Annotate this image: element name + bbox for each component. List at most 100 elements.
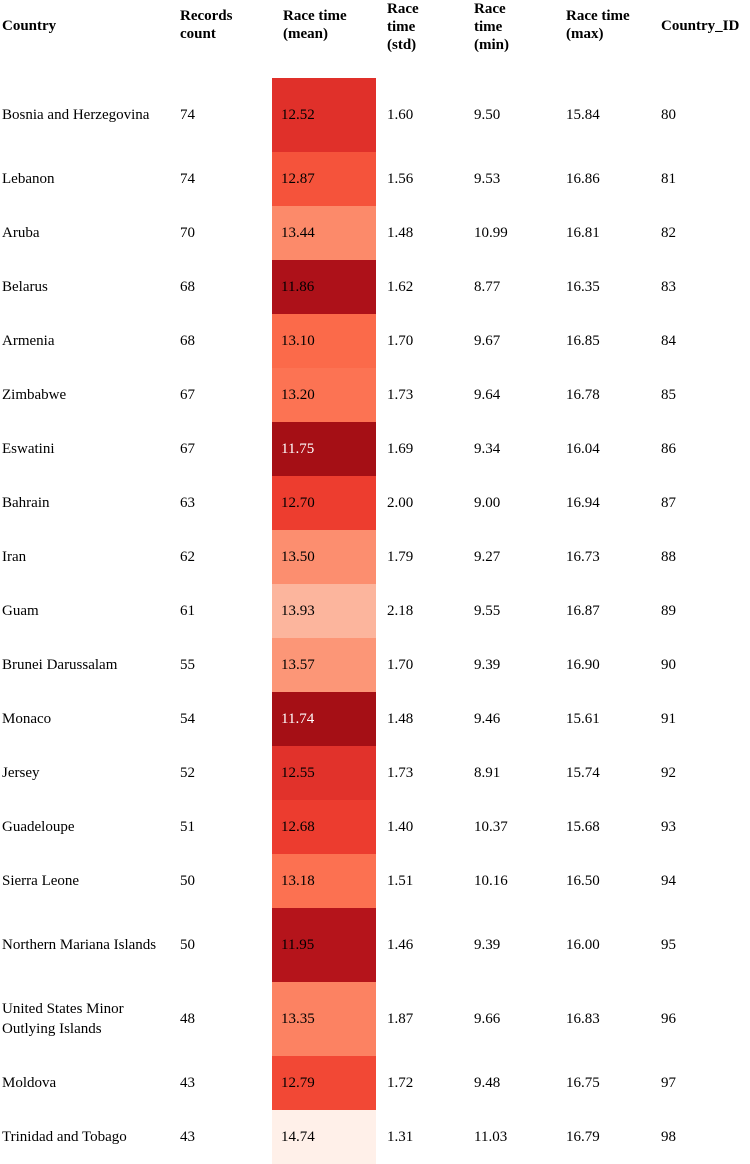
race-time-std-cell: 1.48 [387,225,414,241]
race-time-std-cell: 1.79 [387,549,414,565]
country-id-cell: 94 [661,873,676,889]
race-time-min-cell: 9.64 [474,387,501,403]
header-race-time-max: Race time (max) [566,8,630,42]
race-time-std-cell: 1.56 [387,171,414,187]
records-count-cell: 68 [180,333,195,349]
race-time-max-cell: 16.35 [566,279,600,295]
race-time-std-cell: 1.73 [387,765,414,781]
country-cell: Lebanon [2,171,55,187]
race-time-min-cell: 9.50 [474,107,501,123]
table-row: Moldova 43 12.79 1.72 9.48 16.75 97 [0,1056,750,1110]
country-id-cell: 81 [661,171,676,187]
records-count-cell: 70 [180,225,195,241]
table-row: Trinidad and Tobago 43 14.74 1.31 11.03 16.79… [0,1110,750,1164]
race-time-max-cell: 16.90 [566,657,600,673]
header-race-time-std: Race time (std) [387,1,419,53]
table-row: Jersey 52 12.55 1.73 8.91 15.74 92 [0,746,750,800]
race-time-max-cell: 16.75 [566,1075,600,1091]
header-country-id: Country_ID [661,18,740,34]
country-cell: Aruba [2,225,40,241]
records-count-cell: 74 [180,171,195,187]
race-time-min-cell: 9.27 [474,549,501,565]
country-cell: Eswatini [2,441,55,457]
race-time-max-cell: 16.78 [566,387,600,403]
country-id-cell: 89 [661,603,676,619]
records-count-cell: 50 [180,873,195,889]
country-id-cell: 93 [661,819,676,835]
race-time-std-cell: 1.70 [387,333,414,349]
country-cell: Bahrain [2,495,50,511]
country-cell: Bosnia and Herzegovina [2,107,150,123]
records-count-cell: 48 [180,1011,195,1027]
country-id-cell: 85 [661,387,676,403]
header-records-count: Records count [180,8,233,42]
country-cell: Guam [2,603,39,619]
country-cell: United States Minor Outlying Islands [2,1001,124,1037]
race-time-std-cell: 2.00 [387,495,414,511]
country-id-cell: 84 [661,333,676,349]
race-time-min-cell: 10.99 [474,225,508,241]
race-time-min-cell: 9.55 [474,603,501,619]
country-id-cell: 88 [661,549,676,565]
race-time-std-cell: 2.18 [387,603,414,619]
country-id-cell: 92 [661,765,676,781]
country-cell: Trinidad and Tobago [2,1129,127,1145]
race-time-max-cell: 16.50 [566,873,600,889]
race-time-mean-cell: 13.57 [272,638,376,692]
records-count-cell: 51 [180,819,195,835]
race-time-mean-cell: 12.55 [272,746,376,800]
table-row: Eswatini 67 11.75 1.69 9.34 16.04 86 [0,422,750,476]
country-id-cell: 82 [661,225,676,241]
race-time-mean-cell: 13.20 [272,368,376,422]
race-time-mean-cell: 13.44 [272,206,376,260]
table-row: United States Minor Outlying Islands 48 13… [0,982,750,1056]
race-time-min-cell: 9.48 [474,1075,501,1091]
race-time-max-cell: 16.00 [566,937,600,953]
country-cell: Guadeloupe [2,819,75,835]
country-cell: Armenia [2,333,55,349]
country-id-cell: 96 [661,1011,676,1027]
race-time-mean-cell: 13.35 [272,982,376,1056]
table-row: Monaco 54 11.74 1.48 9.46 15.61 91 [0,692,750,746]
country-cell: Iran [2,549,27,565]
race-time-max-cell: 15.74 [566,765,600,781]
table-row: Guadeloupe 51 12.68 1.40 10.37 15.68 93 [0,800,750,854]
records-count-cell: 55 [180,657,195,673]
records-count-cell: 54 [180,711,195,727]
country-cell: Zimbabwe [2,387,67,403]
race-time-mean-cell: 12.52 [272,78,376,152]
records-count-cell: 43 [180,1075,195,1091]
race-time-std-cell: 1.48 [387,711,414,727]
country-id-cell: 91 [661,711,676,727]
race-time-std-cell: 1.70 [387,657,414,673]
race-time-min-cell: 9.53 [474,171,501,187]
race-time-mean-cell: 13.18 [272,854,376,908]
table-row: Belarus 68 11.86 1.62 8.77 16.35 83 [0,260,750,314]
table-row: Sierra Leone 50 13.18 1.51 10.16 16.50 94 [0,854,750,908]
country-cell: Belarus [2,279,48,295]
records-count-cell: 50 [180,937,195,953]
race-time-mean-cell: 11.95 [272,908,376,982]
race-time-max-cell: 15.68 [566,819,600,835]
race-time-min-cell: 10.16 [474,873,508,889]
race-time-mean-cell: 11.74 [272,692,376,746]
table-row: Armenia 68 13.10 1.70 9.67 16.85 84 [0,314,750,368]
race-time-std-cell: 1.62 [387,279,414,295]
race-time-std-cell: 1.72 [387,1075,414,1091]
records-count-cell: 62 [180,549,195,565]
country-id-cell: 90 [661,657,676,673]
race-time-min-cell: 8.91 [474,765,501,781]
table-row: Northern Mariana Islands 50 11.95 1.46 9.39 1… [0,908,750,982]
race-time-max-cell: 16.85 [566,333,600,349]
records-count-cell: 74 [180,107,195,123]
records-count-cell: 68 [180,279,195,295]
race-time-mean-cell: 13.93 [272,584,376,638]
race-time-max-cell: 16.83 [566,1011,600,1027]
country-cell: Jersey [2,765,40,781]
race-time-min-cell: 8.77 [474,279,501,295]
race-time-min-cell: 9.34 [474,441,501,457]
race-time-std-cell: 1.31 [387,1129,414,1145]
race-time-min-cell: 10.37 [474,819,508,835]
table-row: Zimbabwe 67 13.20 1.73 9.64 16.78 85 [0,368,750,422]
race-time-max-cell: 16.81 [566,225,600,241]
